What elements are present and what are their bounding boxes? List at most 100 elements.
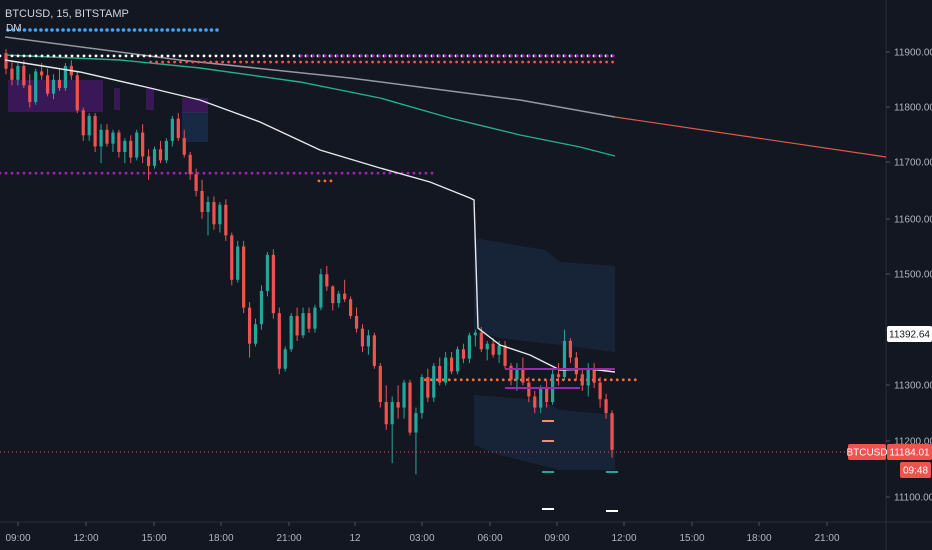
candle[interactable] [93,113,97,153]
candle[interactable] [188,152,192,180]
candle[interactable] [206,196,210,236]
candle[interactable] [242,240,246,314]
candle[interactable] [283,346,287,372]
candle[interactable] [99,124,103,164]
candle[interactable] [325,265,329,291]
candle[interactable] [550,368,555,405]
candle[interactable] [539,385,543,414]
candle[interactable] [384,385,388,430]
candle[interactable] [461,343,466,364]
study-label[interactable]: DM [6,23,22,34]
candle[interactable] [259,285,264,330]
candle[interactable] [57,68,62,91]
candle[interactable] [265,252,270,297]
candle[interactable] [378,363,382,408]
candle[interactable] [533,390,537,414]
candle[interactable] [408,379,412,436]
candle[interactable] [307,307,311,333]
candle[interactable] [4,49,8,75]
candle[interactable] [366,329,371,355]
candle[interactable] [164,138,169,164]
candle[interactable] [580,368,584,391]
candle[interactable] [562,329,567,380]
candle[interactable] [87,113,91,141]
candle[interactable] [224,199,228,241]
candle[interactable] [22,60,26,89]
candle[interactable] [556,363,561,386]
candle[interactable] [135,129,139,161]
candle[interactable] [10,60,14,86]
candle[interactable] [438,357,442,386]
candle[interactable] [295,307,299,341]
candle[interactable] [337,290,341,308]
candle[interactable] [485,340,489,361]
candle[interactable] [129,135,133,164]
candle[interactable] [414,407,418,475]
candle[interactable] [194,168,198,197]
candle[interactable] [503,340,507,369]
candle[interactable] [218,202,222,233]
candle[interactable] [598,377,602,408]
candle[interactable] [289,313,293,353]
candle[interactable] [331,285,335,311]
candle[interactable] [420,374,424,419]
candle[interactable] [545,379,549,408]
candle[interactable] [105,124,109,147]
candle[interactable] [473,329,477,347]
candle[interactable] [319,268,323,311]
candle[interactable] [34,68,38,105]
candle[interactable] [301,307,305,339]
candle[interactable] [75,71,79,114]
candle[interactable] [396,385,400,419]
candle[interactable] [212,196,216,230]
candle[interactable] [390,396,394,464]
candle[interactable] [277,307,281,375]
candle[interactable] [455,346,460,375]
candle[interactable] [491,338,495,358]
candle[interactable] [236,240,240,283]
candle[interactable] [16,63,20,86]
candle[interactable] [271,249,275,319]
candle[interactable] [360,324,365,353]
candle[interactable] [354,307,359,333]
candle[interactable] [509,363,513,386]
candle[interactable] [63,63,68,91]
candle[interactable] [81,107,85,141]
candle[interactable] [253,318,258,347]
candle[interactable] [449,352,454,375]
candle[interactable] [146,149,151,180]
candle[interactable] [247,302,252,358]
candle[interactable] [313,304,317,333]
candle[interactable] [230,232,234,286]
candle[interactable] [123,138,127,164]
candle[interactable] [45,68,50,97]
candle[interactable] [521,357,525,386]
candle[interactable] [343,279,347,303]
candle[interactable] [117,129,121,158]
candle[interactable] [152,146,157,169]
candle[interactable] [170,115,174,147]
candle[interactable] [158,140,163,164]
candle[interactable] [348,296,353,319]
symbol-title[interactable]: BTCUSD, 15, BITSTAMP [5,8,129,20]
candle[interactable] [51,74,56,100]
candle[interactable] [592,363,596,389]
candle[interactable] [182,129,186,158]
candle[interactable] [426,368,430,403]
candle[interactable] [568,338,573,364]
candle[interactable] [176,113,180,141]
candle[interactable] [111,129,115,153]
candle[interactable] [467,332,472,364]
candle[interactable] [574,352,578,380]
candle[interactable] [432,363,436,403]
candle[interactable] [610,410,614,458]
candle[interactable] [372,332,376,369]
candle[interactable] [444,352,448,386]
candle[interactable] [527,377,531,403]
candle[interactable] [28,74,32,108]
candle[interactable] [141,124,145,164]
candle[interactable] [402,379,406,419]
candle[interactable] [604,393,608,419]
candle[interactable] [200,179,204,219]
